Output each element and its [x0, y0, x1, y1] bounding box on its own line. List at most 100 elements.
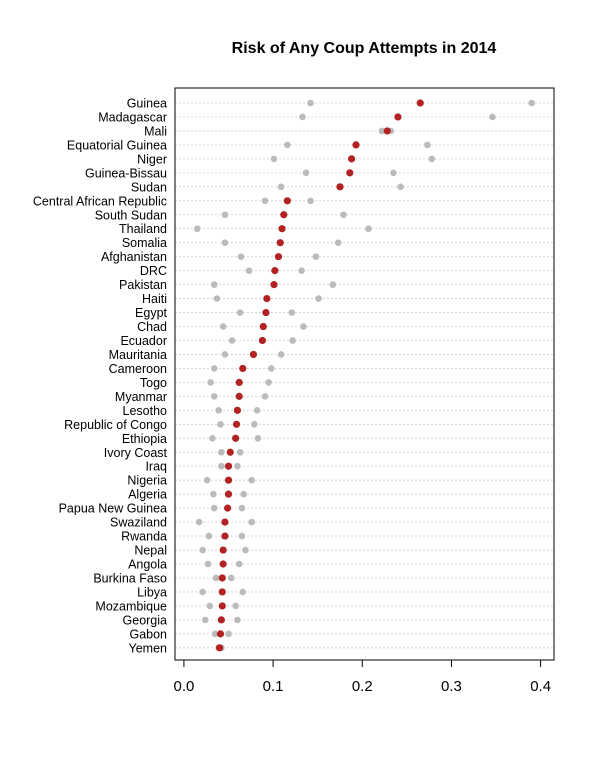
- estimate-point: [233, 406, 242, 414]
- country-label: Egypt: [135, 306, 167, 320]
- estimate-point: [278, 225, 286, 233]
- country-label: Guinea: [127, 97, 167, 111]
- lower-bound-point: [378, 127, 386, 135]
- lower-bound-point: [215, 407, 222, 414]
- x-tick-label: 0.4: [530, 678, 551, 695]
- estimate-point: [221, 532, 229, 540]
- x-tick-label: 0.0: [173, 678, 194, 695]
- upper-bound-point: [289, 337, 297, 344]
- country-label: Pakistan: [119, 278, 167, 292]
- lower-bound-point: [211, 630, 219, 638]
- upper-bound-point: [428, 155, 436, 163]
- lower-bound-point: [210, 365, 218, 372]
- upper-bound-point: [235, 560, 243, 568]
- lower-bound-point: [219, 323, 227, 330]
- upper-bound-point: [489, 113, 496, 121]
- upper-bound-point: [397, 183, 404, 191]
- estimate-point: [274, 253, 283, 261]
- upper-bound-point: [227, 574, 235, 582]
- country-label: Ivory Coast: [104, 446, 168, 460]
- country-label: Mauritania: [109, 348, 167, 362]
- lower-bound-point: [284, 141, 291, 149]
- country-label: Papua New Guinea: [59, 502, 167, 516]
- x-axis: 0.0 0.1 0.2 0.3 0.4: [173, 659, 551, 695]
- country-label: Lesotho: [123, 404, 168, 418]
- lower-bound-point: [236, 309, 244, 316]
- lower-bound-point: [206, 602, 214, 610]
- country-label: Nepal: [134, 544, 167, 558]
- country-label: Ecuador: [120, 334, 167, 348]
- upper-bound-point: [236, 448, 244, 456]
- lower-bound-point: [307, 99, 314, 107]
- upper-bound-point: [239, 588, 247, 596]
- estimate-point: [280, 211, 288, 219]
- country-label: Afghanistan: [101, 250, 167, 264]
- country-label: Central African Republic: [33, 194, 167, 208]
- upper-bound-point: [234, 616, 241, 624]
- estimate-point: [224, 462, 233, 470]
- upper-bound-point: [268, 365, 275, 372]
- upper-bound-point: [265, 379, 272, 386]
- lower-bound-point: [207, 379, 214, 386]
- estimate-point: [394, 113, 402, 121]
- lower-bound-point: [195, 518, 203, 526]
- country-label: Georgia: [123, 613, 168, 627]
- country-label: Algeria: [128, 488, 167, 502]
- data-points: [193, 99, 536, 652]
- estimate-point: [276, 239, 284, 247]
- lower-bound-point: [213, 295, 221, 302]
- upper-bound-point: [334, 239, 342, 246]
- country-label: Sudan: [131, 180, 167, 194]
- estimate-point: [224, 476, 233, 484]
- lower-bound-point: [218, 448, 225, 456]
- country-label: South Sudan: [95, 208, 167, 222]
- lower-bound-point: [237, 253, 245, 260]
- upper-bound-point: [238, 504, 246, 512]
- estimate-point: [226, 448, 234, 456]
- upper-bound-point: [240, 490, 247, 498]
- estimate-point: [218, 588, 226, 596]
- lower-bound-point: [221, 351, 229, 358]
- lower-bound-point: [205, 532, 213, 540]
- estimate-point: [219, 560, 227, 568]
- lower-bound-point: [221, 211, 229, 219]
- lower-bound-point: [228, 337, 236, 344]
- upper-bound-point: [277, 351, 285, 358]
- lower-bound-point: [210, 504, 218, 512]
- grid-lines: [175, 102, 554, 649]
- x-tick-label: 0.3: [441, 678, 462, 695]
- lower-bound-point: [270, 155, 278, 163]
- country-label: Thailand: [119, 222, 167, 236]
- lower-bound-point: [261, 197, 269, 205]
- chart-title: Risk of Any Coup Attempts in 2014: [232, 40, 497, 57]
- country-label: Libya: [137, 585, 167, 599]
- estimate-point: [232, 420, 241, 428]
- estimate-point: [219, 546, 227, 554]
- country-label: Gabon: [129, 627, 167, 641]
- country-label: Nigeria: [127, 474, 167, 488]
- upper-bound-point: [298, 267, 305, 274]
- upper-bound-point: [424, 141, 431, 149]
- lower-bound-point: [277, 183, 285, 191]
- lower-bound-point: [299, 113, 306, 121]
- lower-bound-point: [199, 546, 206, 554]
- upper-bound-point: [232, 602, 239, 610]
- upper-bound-point: [253, 407, 261, 414]
- lower-bound-point: [212, 574, 220, 582]
- country-label: Chad: [137, 320, 167, 334]
- upper-bound-point: [340, 211, 347, 219]
- country-label: Equatorial Guinea: [67, 138, 167, 152]
- country-label: Guinea-Bissau: [85, 166, 167, 180]
- country-label: Myanmar: [115, 390, 167, 404]
- lower-bound-point: [204, 560, 212, 568]
- country-label: Madagascar: [98, 110, 167, 124]
- lower-bound-point: [302, 169, 310, 177]
- lower-bound-point: [217, 421, 224, 428]
- estimate-point: [258, 336, 266, 345]
- estimate-point: [383, 127, 391, 135]
- country-label: Togo: [140, 376, 167, 390]
- country-label: Yemen: [129, 641, 168, 655]
- estimate-point: [352, 141, 360, 149]
